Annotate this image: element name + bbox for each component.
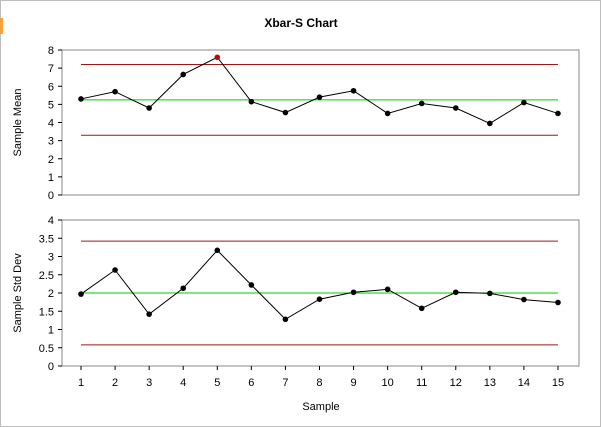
data-point [521,99,527,106]
data-point [418,305,425,312]
data-point [248,282,255,288]
y-tick-label: 3 [48,136,54,148]
y-axis-label-xbar: Sample Mean [12,89,24,157]
x-tick-label: 3 [146,377,152,389]
data-point [452,289,459,296]
data-point [112,267,118,273]
data-point [350,87,357,94]
data-point [146,311,152,317]
chart-title: Xbar-S Chart [264,16,337,30]
x-tick-label: 8 [316,377,322,389]
data-point [384,110,391,117]
y-tick-label: 3.5 [39,233,54,245]
data-point [316,296,323,303]
x-tick-label: 15 [552,377,564,389]
data-point [521,296,527,303]
x-tick-label: 12 [450,377,462,389]
out-of-control-point [214,54,221,61]
series-line-xbar [80,56,559,124]
data-point [248,98,255,105]
data-point [316,94,323,100]
data-point [78,96,84,102]
x-tick-label: 13 [484,377,496,389]
y-tick-label: 0.5 [39,343,54,355]
data-point [384,286,391,293]
data-point [146,105,152,111]
y-tick-label: 1 [48,325,54,337]
x-tick-label: 7 [282,377,288,389]
x-tick-label: 14 [518,377,530,389]
series-line-s [80,249,559,320]
data-point [180,71,187,78]
y-tick-label: 0 [48,190,54,202]
y-tick-label: 6 [48,81,54,93]
y-tick-label: 3 [48,252,54,264]
x-tick-label: 4 [180,377,186,389]
data-point [282,316,289,323]
y-axis-label-s: Sample Std Dev [12,253,24,333]
y-tick-label: 4 [48,118,54,130]
data-point [78,291,84,297]
y-tick-label: 2 [48,154,54,166]
data-point [452,105,459,111]
x-tick-label: 11 [416,377,427,389]
data-point [214,247,221,254]
x-tick-label: 9 [350,377,356,389]
data-point [487,120,493,127]
x-axis-label: Sample [302,401,339,413]
y-tick-label: 1.5 [39,306,54,318]
panel-xbar: 0 1 2 3 4 5 6 7 8 Sample Mean [12,45,580,202]
window-edge-accent [0,18,3,34]
y-tick-label: 2.5 [39,270,54,282]
y-tick-label: 0 [48,361,54,373]
x-tick-label: 10 [382,377,394,389]
data-point [350,289,357,296]
data-point [418,100,425,107]
data-point [112,88,118,95]
data-point [555,299,561,306]
data-point [487,290,493,297]
y-tick-label: 4 [48,215,54,227]
y-tick-label: 1 [48,172,54,184]
data-point [555,110,561,117]
y-tick-label: 8 [48,45,54,57]
plot-area-xbar [61,49,580,196]
y-tick-label: 7 [48,63,54,75]
data-point [180,285,187,292]
x-tick-label: 2 [112,377,118,389]
x-tick-label: 5 [214,377,220,389]
data-point [282,109,289,116]
y-tick-label: 2 [48,288,54,300]
x-tick-label: 6 [248,377,254,389]
y-tick-label: 5 [48,99,54,111]
x-tick-label: 1 [78,377,84,389]
